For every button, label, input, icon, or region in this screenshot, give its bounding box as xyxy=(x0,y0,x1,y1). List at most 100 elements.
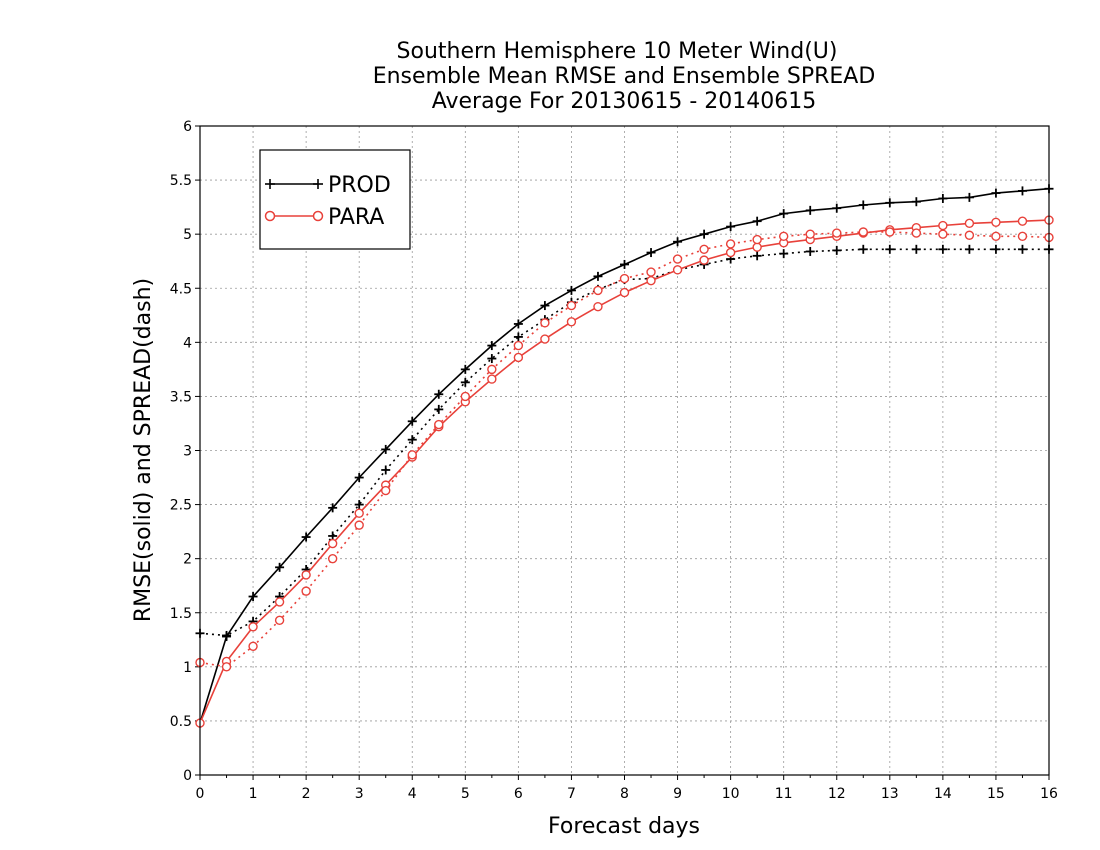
data-point-prod-rmse xyxy=(885,198,895,208)
data-point-para-spread xyxy=(327,553,338,564)
data-point-prod-spread xyxy=(434,404,444,414)
data-point-para-rmse xyxy=(699,255,709,265)
data-point-prod-spread xyxy=(1017,244,1027,254)
data-point-prod-rmse xyxy=(328,503,338,513)
data-point-para-rmse xyxy=(301,570,311,580)
data-point-prod-spread xyxy=(805,246,815,256)
x-tick-label: 2 xyxy=(302,786,311,802)
data-point-prod-rmse xyxy=(540,301,550,311)
data-point-prod-spread xyxy=(354,500,364,510)
y-tick-label: 4.5 xyxy=(170,281,192,297)
data-point-para-rmse xyxy=(619,287,630,298)
title-line-1: Southern Hemisphere 10 Meter Wind(U) xyxy=(397,39,838,64)
x-tick-label: 8 xyxy=(620,786,629,802)
data-point-para-spread xyxy=(566,300,577,311)
data-point-para-spread xyxy=(858,227,868,237)
data-point-para-rmse xyxy=(487,374,497,384)
data-point-prod-spread xyxy=(991,244,1001,254)
x-axis-label: Forecast days xyxy=(548,814,700,839)
data-point-para-spread xyxy=(832,228,842,238)
x-tick-label: 0 xyxy=(196,786,205,802)
data-point-prod-spread xyxy=(885,244,895,254)
data-point-para-rmse xyxy=(725,247,736,258)
data-point-para-rmse xyxy=(593,301,603,312)
data-point-para-spread xyxy=(407,450,417,460)
y-tick-label: 1 xyxy=(183,660,192,676)
legend-marker-prod-end xyxy=(313,179,323,189)
data-point-prod-rmse xyxy=(381,444,391,454)
data-point-prod-spread xyxy=(964,244,974,254)
data-point-para-spread xyxy=(805,229,815,239)
title-line-3: Average For 20130615 - 20140615 xyxy=(432,89,817,114)
x-tick-label: 12 xyxy=(828,786,846,802)
data-point-prod-spread xyxy=(487,354,497,364)
data-point-prod-spread xyxy=(460,377,470,387)
data-point-para-spread xyxy=(885,227,895,237)
data-point-para-spread xyxy=(540,318,550,328)
data-point-prod-rmse xyxy=(911,197,921,207)
legend: PROD PARA xyxy=(259,149,411,250)
axis-ticks: 0 1 2 3 4 5 6 7 8 9 10 11 12 13 14 15 1600.511.522.533.5… xyxy=(170,119,1058,802)
data-point-para-spread xyxy=(593,285,603,296)
data-point-para-rmse xyxy=(1017,216,1028,226)
data-point-para-spread xyxy=(487,364,497,375)
y-axis-label: RMSE(solid) and SPREAD(dash) xyxy=(131,278,156,622)
x-tick-label: 7 xyxy=(567,786,576,802)
legend-marker-prod-start xyxy=(265,179,275,189)
x-tick-label: 1 xyxy=(249,786,258,802)
data-point-para-spread xyxy=(778,231,789,242)
x-tick-label: 13 xyxy=(881,786,899,802)
data-point-para-spread xyxy=(248,641,258,651)
data-point-prod-spread xyxy=(407,435,417,445)
data-point-para-spread xyxy=(274,615,285,626)
data-point-prod-rmse xyxy=(513,319,523,329)
y-tick-label: 3.5 xyxy=(170,389,192,405)
plot-frame xyxy=(199,125,1050,776)
y-tick-label: 5 xyxy=(183,227,192,243)
y-tick-label: 5.5 xyxy=(170,173,192,189)
x-tick-label: 3 xyxy=(355,786,364,802)
data-point-prod-rmse xyxy=(407,416,417,426)
data-point-para-spread xyxy=(991,231,1001,242)
y-tick-label: 2 xyxy=(183,552,192,568)
data-point-para-spread xyxy=(301,586,311,596)
data-point-prod-rmse xyxy=(832,203,842,213)
legend-item-para: PARA xyxy=(264,205,384,230)
data-point-prod-spread xyxy=(222,630,232,640)
data-point-prod-rmse xyxy=(938,193,948,203)
y-tick-label: 2.5 xyxy=(170,498,192,514)
x-tick-label: 16 xyxy=(1040,786,1058,802)
data-point-prod-spread xyxy=(911,244,921,254)
data-point-prod-rmse xyxy=(354,473,364,483)
data-point-para-spread xyxy=(619,273,630,284)
data-point-para-rmse xyxy=(646,275,656,286)
data-point-para-spread xyxy=(646,267,656,277)
series-para-spread xyxy=(195,227,1054,672)
data-point-para-spread xyxy=(964,230,975,240)
data-point-para-spread xyxy=(752,234,762,245)
data-point-para-spread xyxy=(434,419,444,430)
data-point-para-spread xyxy=(725,239,736,249)
y-tick-label: 0.5 xyxy=(170,714,192,730)
data-point-para-spread xyxy=(911,228,922,238)
data-point-prod-rmse xyxy=(248,592,258,602)
data-point-para-spread xyxy=(672,254,683,264)
data-point-para-rmse xyxy=(566,317,577,327)
series-line-prod-spread xyxy=(199,248,1049,637)
data-point-para-spread xyxy=(699,244,709,255)
data-point-prod-rmse xyxy=(460,364,470,374)
data-point-para-rmse xyxy=(274,597,285,607)
data-point-prod-rmse xyxy=(991,188,1001,198)
series-para-rmse xyxy=(195,215,1054,728)
data-point-prod-spread xyxy=(858,244,868,254)
y-tick-label: 0 xyxy=(183,768,192,784)
data-point-prod-spread xyxy=(832,245,842,255)
x-tick-label: 10 xyxy=(722,786,740,802)
data-point-prod-rmse xyxy=(275,562,285,572)
data-point-prod-rmse xyxy=(752,216,762,226)
y-tick-label: 3 xyxy=(183,444,192,460)
data-point-prod-rmse xyxy=(726,222,736,232)
data-point-prod-rmse xyxy=(779,209,789,219)
data-point-prod-rmse xyxy=(858,200,868,210)
data-point-para-spread xyxy=(513,340,524,351)
